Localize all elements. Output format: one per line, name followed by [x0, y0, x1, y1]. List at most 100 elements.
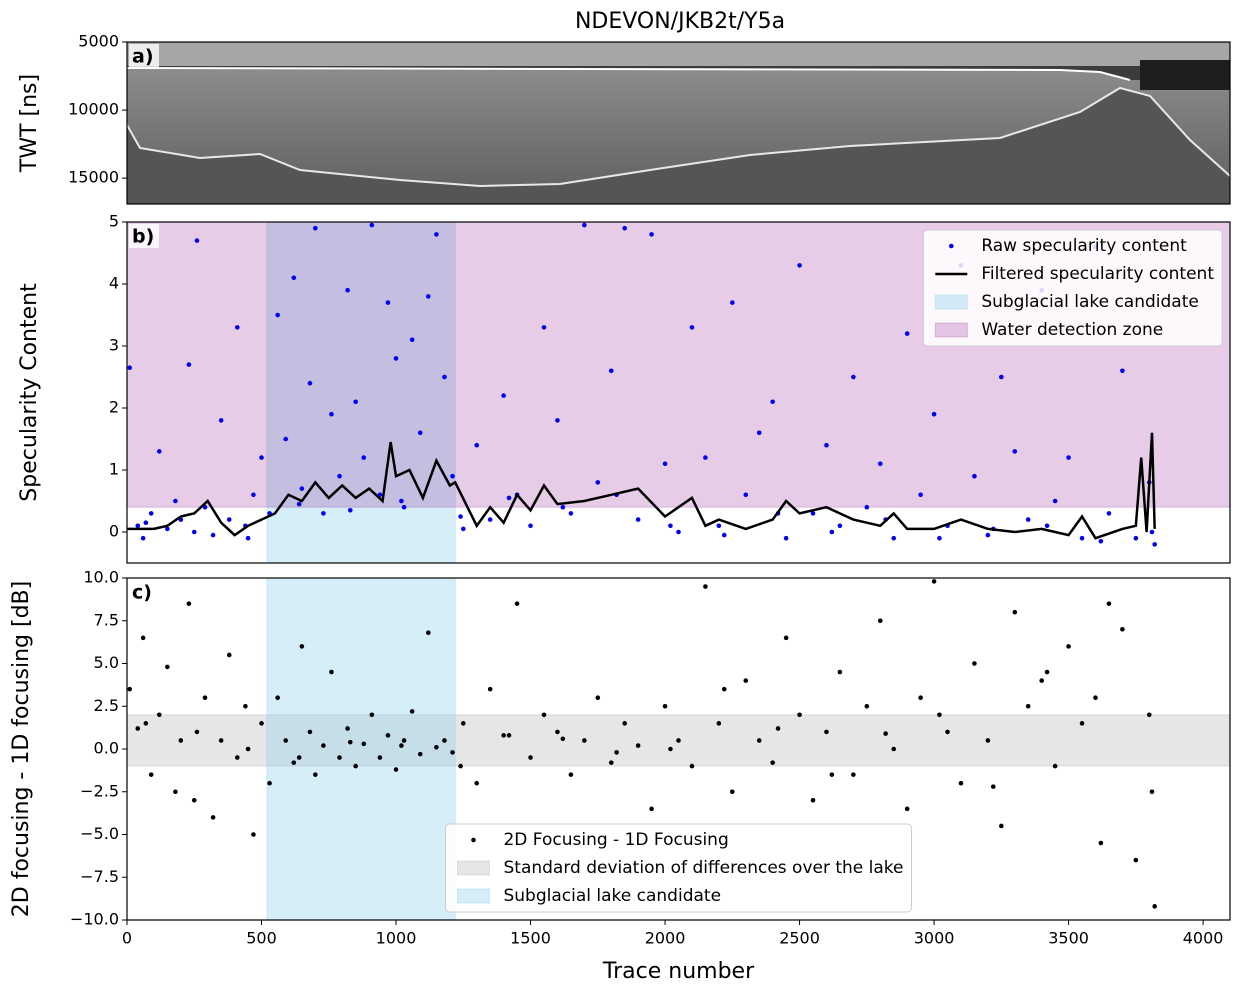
point	[434, 744, 439, 750]
point	[999, 823, 1004, 829]
point	[676, 529, 681, 535]
point	[568, 772, 574, 777]
point	[218, 738, 224, 743]
point	[851, 374, 856, 380]
point	[1079, 535, 1085, 541]
point	[426, 630, 431, 636]
point	[259, 455, 264, 460]
point	[156, 712, 162, 718]
legend-box	[922, 229, 1223, 347]
point	[434, 232, 439, 237]
y-tick-label: −5.0	[80, 824, 119, 843]
point	[165, 664, 170, 670]
point	[918, 492, 923, 498]
point	[409, 709, 415, 714]
y-tick-label: 3	[109, 336, 119, 355]
point	[864, 703, 870, 709]
point	[143, 520, 149, 525]
point	[797, 712, 802, 718]
y-axis-label: Specularity Content	[17, 283, 42, 502]
point	[417, 751, 423, 757]
x-tick-label: 500	[246, 929, 277, 948]
point	[369, 712, 375, 718]
panel-label: c)	[132, 582, 152, 604]
point	[595, 480, 601, 485]
point	[345, 287, 350, 293]
point	[135, 523, 141, 529]
point	[283, 436, 289, 442]
point	[770, 399, 775, 405]
point	[676, 738, 681, 743]
point	[275, 312, 280, 318]
point	[210, 815, 216, 820]
point	[1052, 763, 1058, 769]
point	[614, 750, 619, 755]
point	[353, 399, 358, 405]
point	[385, 300, 391, 305]
point	[283, 738, 289, 743]
point	[904, 331, 910, 336]
point	[321, 511, 326, 516]
point	[555, 729, 560, 735]
point	[756, 738, 762, 743]
point	[1079, 721, 1085, 726]
point	[972, 473, 977, 479]
point	[703, 584, 708, 589]
point	[1133, 535, 1139, 541]
x-span	[266, 577, 456, 921]
point	[514, 601, 520, 606]
radargram	[127, 42, 1230, 204]
point	[668, 523, 673, 529]
point	[649, 806, 654, 812]
point	[291, 275, 297, 281]
point	[1152, 904, 1157, 909]
y-tick-label: 10.0	[83, 568, 119, 587]
panel-label-box	[129, 224, 159, 248]
x-tick-label: 3500	[1048, 929, 1089, 948]
point	[127, 365, 132, 371]
point	[417, 430, 423, 436]
point	[937, 535, 942, 541]
point	[460, 526, 466, 532]
point	[582, 222, 587, 228]
y-tick-label: 5.0	[94, 653, 119, 672]
point	[662, 703, 668, 709]
point	[194, 238, 200, 243]
legend-label: Water detection zone	[981, 320, 1163, 340]
panel-label-box	[129, 44, 159, 68]
point	[721, 686, 727, 692]
point	[528, 523, 533, 529]
point	[450, 473, 455, 479]
point	[1133, 857, 1139, 863]
point	[226, 517, 232, 522]
panel: 5000 10000 15000 TWT [ns] a)	[17, 32, 1231, 205]
y-tick-label: 0	[109, 522, 119, 541]
panel-label: b)	[132, 226, 154, 248]
y-tick-label: 5	[109, 212, 119, 231]
x-tick-label: 1000	[376, 929, 417, 948]
point	[1146, 712, 1152, 718]
y-tick-label: 5000	[78, 32, 119, 51]
point	[369, 222, 375, 228]
point	[1012, 609, 1018, 615]
point	[730, 789, 735, 795]
point	[329, 669, 334, 675]
point	[458, 763, 463, 769]
point	[487, 517, 493, 522]
point	[156, 449, 162, 454]
point	[990, 784, 996, 789]
point	[783, 535, 789, 541]
point	[347, 739, 353, 745]
point	[1106, 511, 1112, 516]
point	[296, 755, 302, 760]
point	[321, 743, 326, 748]
point	[399, 743, 404, 748]
point	[851, 772, 856, 777]
point	[877, 461, 883, 467]
point	[191, 529, 197, 535]
point	[275, 695, 280, 700]
point	[347, 508, 353, 513]
point	[487, 686, 493, 692]
point	[245, 746, 251, 752]
